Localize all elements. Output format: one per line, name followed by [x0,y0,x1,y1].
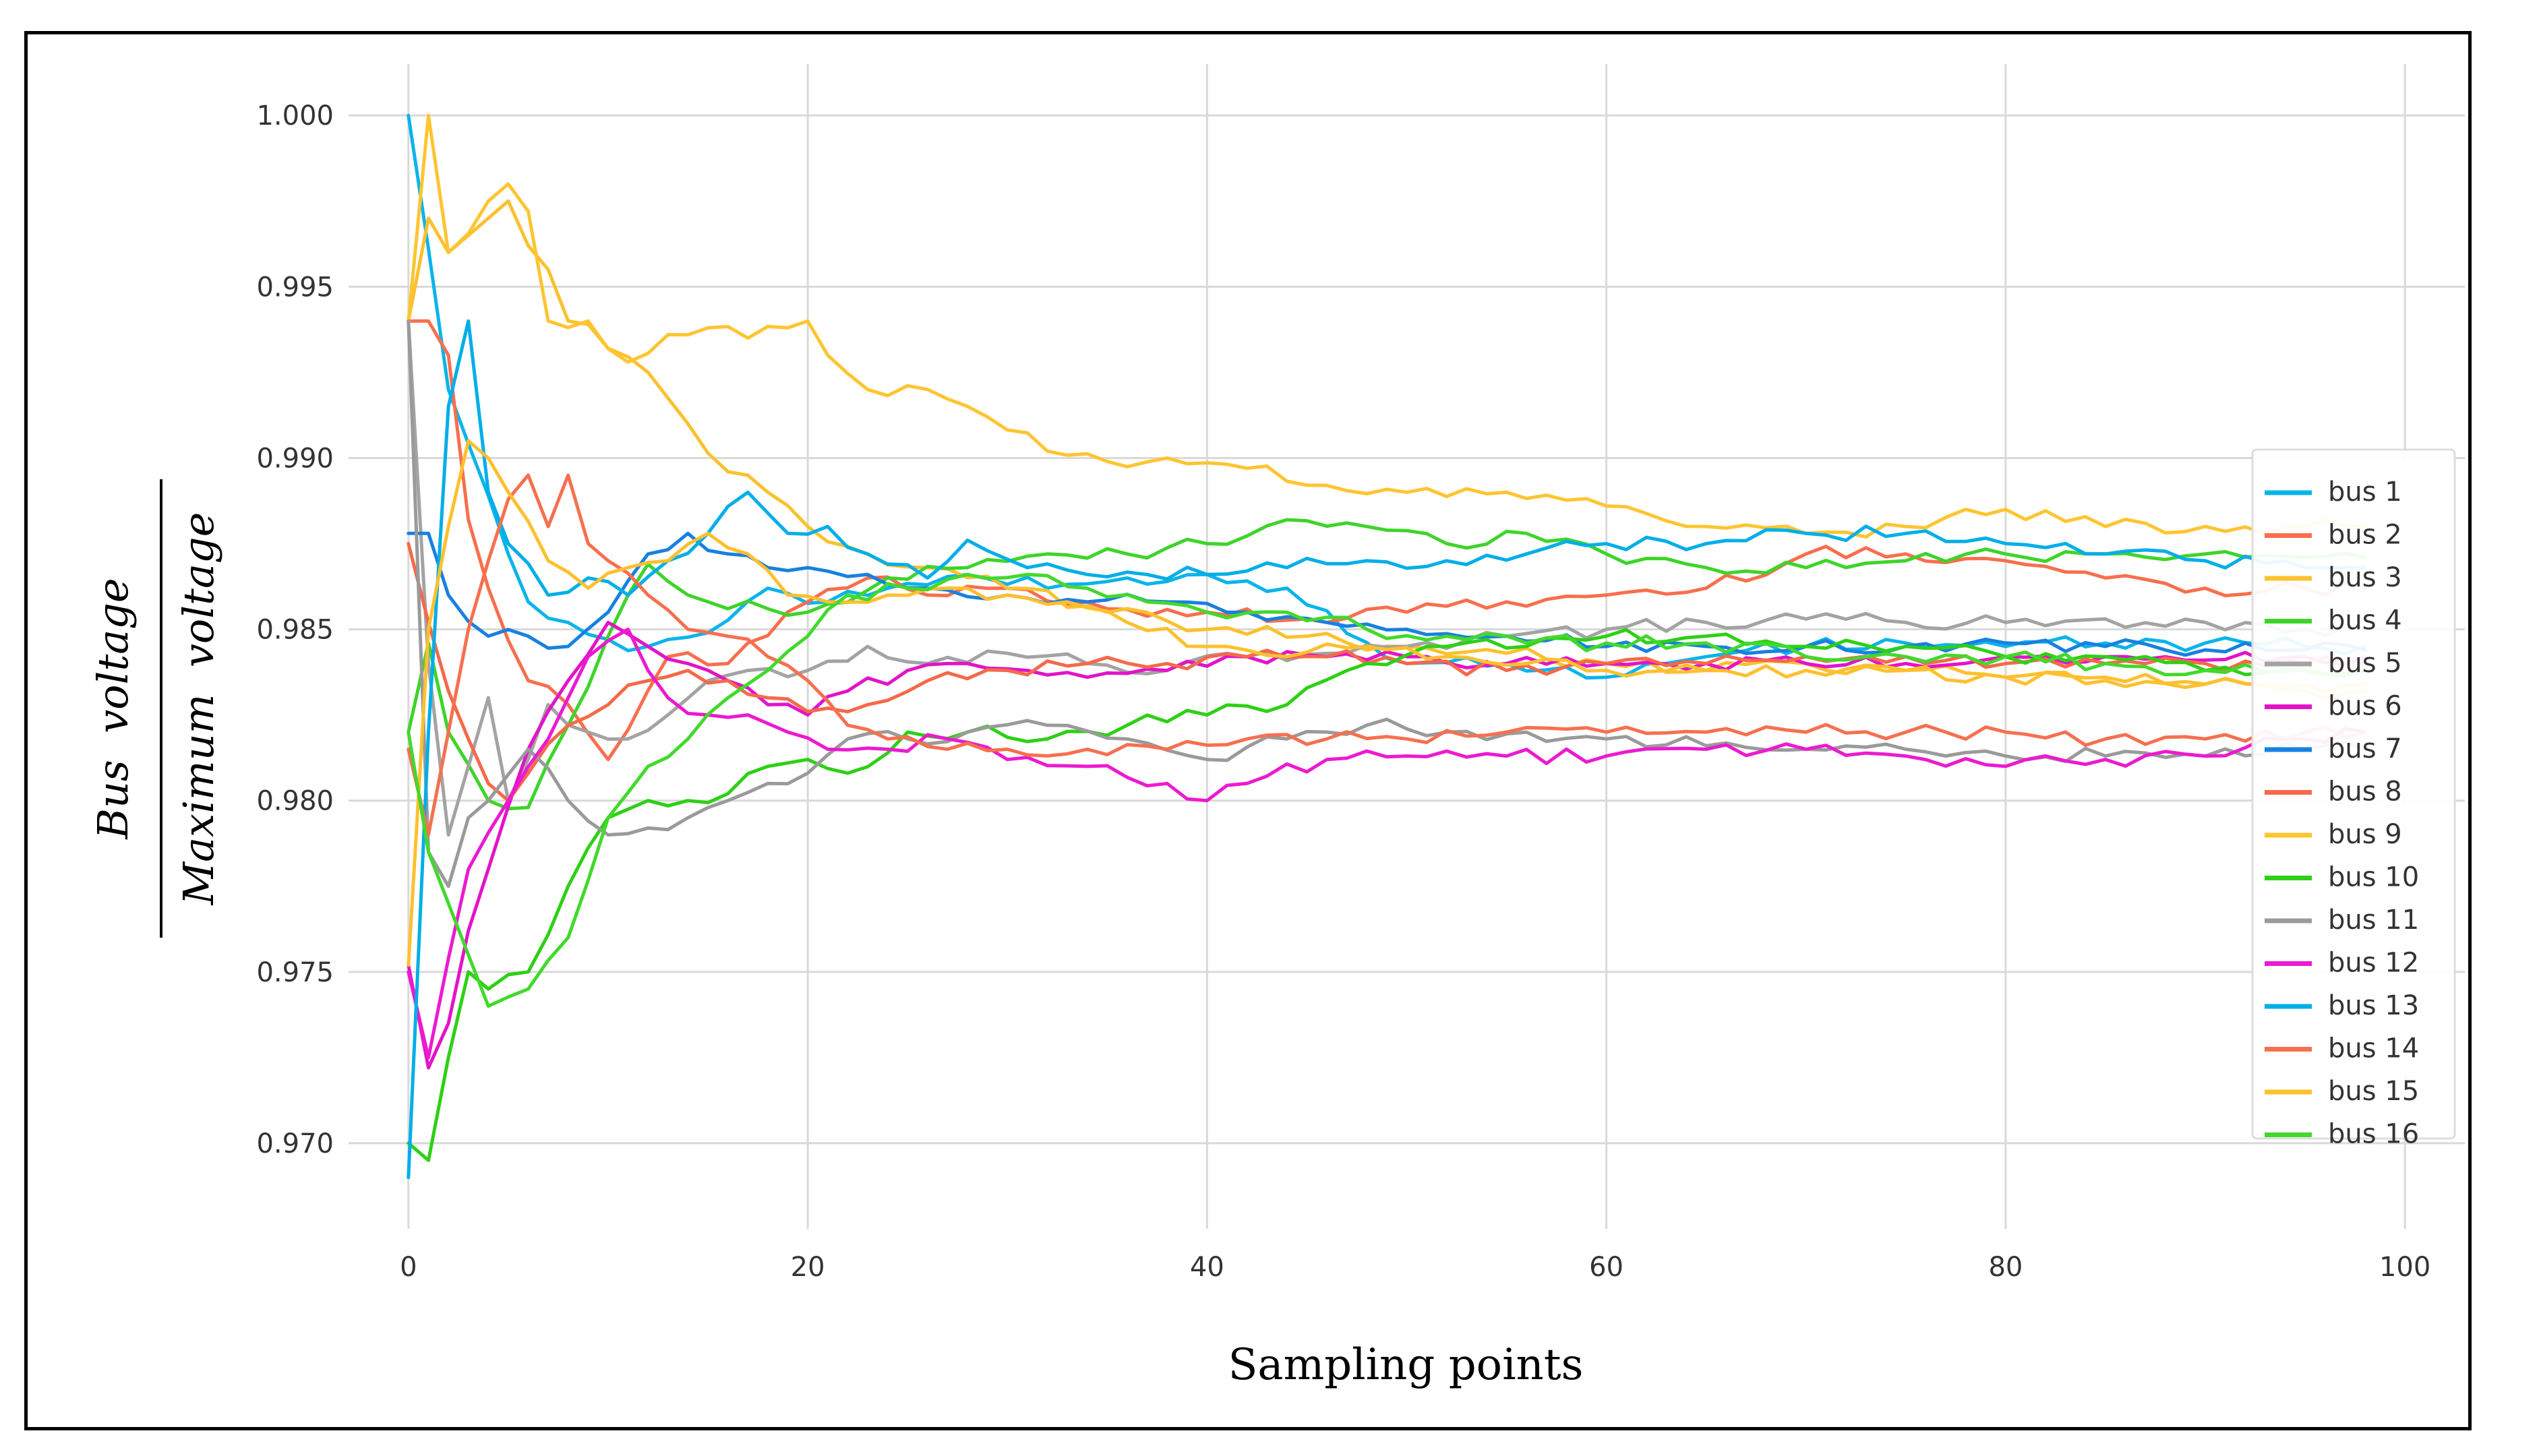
series-line-bus-6 [407,620,2367,1070]
legend-label: bus 15 [2328,1076,2419,1107]
series-line-bus-10 [407,628,2367,1162]
series-lines [407,113,2367,1180]
y-tick-label: 0.980 [256,786,334,817]
legend-label: bus 16 [2328,1119,2419,1150]
series-line-bus-3 [407,199,2367,694]
y-tick-label: 0.990 [256,443,334,474]
legend-label: bus 4 [2328,605,2402,636]
y-tick-label: 0.995 [256,272,334,303]
y-tick-label: 0.985 [256,615,334,646]
figure-frame: 0.970 0.975 0.980 0.985 0.990 0.995 1.000 0 20 40… [24,31,2472,1430]
y-axis-title-denominator: Maximum voltage [174,512,223,906]
x-axis-title: Sampling points [1228,1340,1584,1390]
y-axis-title-numerator: Bus voltage [88,578,138,839]
legend: bus 1 bus 2 bus 3 bus 4 bus 5 bus 6 bus 7 bus 8… [2251,448,2456,1150]
series-line-bus-16 [407,572,2367,1008]
legend-label: bus 12 [2328,948,2419,979]
tick-labels: 0.970 0.975 0.980 0.985 0.990 0.995 1.000 0 20 40… [256,100,2430,1283]
legend-label: bus 13 [2328,990,2419,1021]
legend-label: bus 3 [2328,562,2402,593]
legend-label: bus 5 [2328,648,2402,679]
series-line-bus-9 [407,113,2367,539]
series-line-bus-5 [407,319,2367,837]
x-tick-label: 0 [400,1252,417,1283]
legend-label: bus 6 [2328,691,2402,722]
chart-area: 0.970 0.975 0.980 0.985 0.990 0.995 1.000 0 20 40… [88,64,2465,1390]
legend-label: bus 9 [2328,819,2402,850]
series-line-bus-15 [407,439,2367,967]
series-line-bus-1 [407,113,2367,680]
series-line-bus-14 [407,473,2367,837]
legend-label: bus 7 [2328,733,2402,764]
x-tick-label: 20 [791,1252,825,1283]
series-line-bus-7 [407,531,2367,657]
series-line-bus-2 [407,319,2367,762]
series-line-bus-13 [407,319,2367,1180]
legend-label: bus 1 [2328,477,2402,508]
series-line-bus-4 [407,518,2367,811]
legend-label: bus 11 [2328,905,2419,936]
legend-label: bus 2 [2328,520,2402,551]
y-tick-label: 0.975 [256,957,334,988]
x-tick-label: 60 [1589,1252,1623,1283]
y-tick-label: 0.970 [256,1128,334,1159]
legend-label: bus 10 [2328,862,2419,893]
y-axis-title: Bus voltage Maximum voltage [88,479,223,938]
x-tick-label: 40 [1190,1252,1224,1283]
legend-label: bus 8 [2328,777,2402,808]
series-line-bus-12 [407,628,2367,1060]
legend-label: bus 14 [2328,1033,2419,1064]
x-tick-label: 80 [1988,1252,2023,1283]
x-tick-label: 100 [2379,1252,2430,1283]
y-tick-label: 1.000 [256,100,334,131]
